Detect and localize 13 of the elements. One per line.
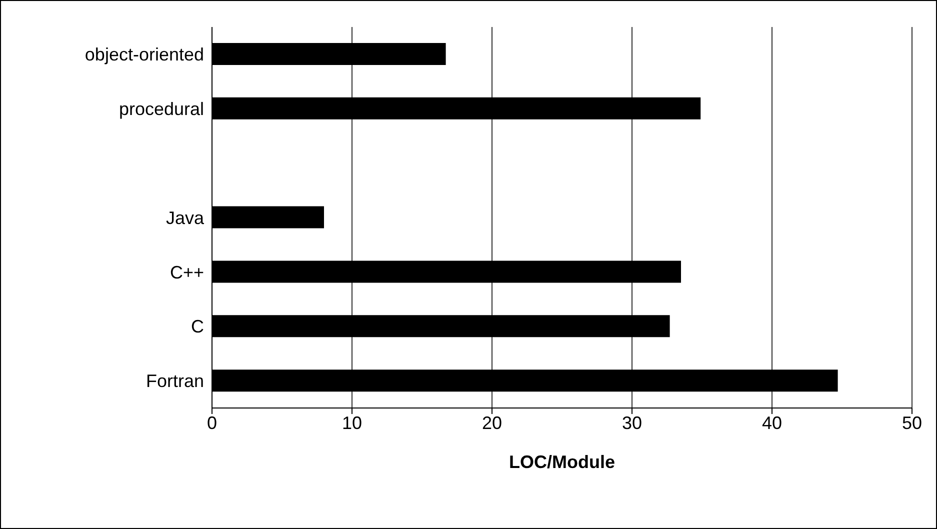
y-tick-label: C xyxy=(191,316,204,337)
y-tick-label: C++ xyxy=(170,262,204,282)
x-tick-label: 40 xyxy=(762,412,782,433)
y-tick-label: Fortran xyxy=(146,371,204,392)
x-tick-label: 0 xyxy=(206,412,218,433)
x-tick-label: 50 xyxy=(902,412,922,433)
x-tick-label: 10 xyxy=(342,412,362,433)
y-tick-label: object-oriented xyxy=(84,44,204,65)
y-tick-label: Java xyxy=(166,208,205,228)
y-tick-label: procedural xyxy=(118,99,204,120)
x-axis-title: LOC/Module xyxy=(509,452,615,472)
x-tick-label: 30 xyxy=(622,412,642,433)
x-tick-label: 20 xyxy=(482,412,502,433)
